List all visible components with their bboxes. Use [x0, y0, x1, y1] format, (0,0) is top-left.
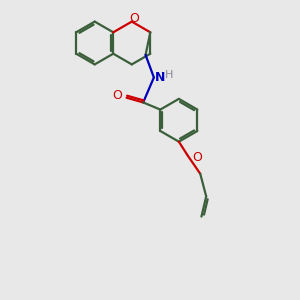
Text: O: O — [112, 89, 122, 102]
Text: O: O — [129, 11, 139, 25]
Text: O: O — [192, 151, 202, 164]
Text: H: H — [165, 70, 173, 80]
Text: N: N — [155, 71, 165, 84]
